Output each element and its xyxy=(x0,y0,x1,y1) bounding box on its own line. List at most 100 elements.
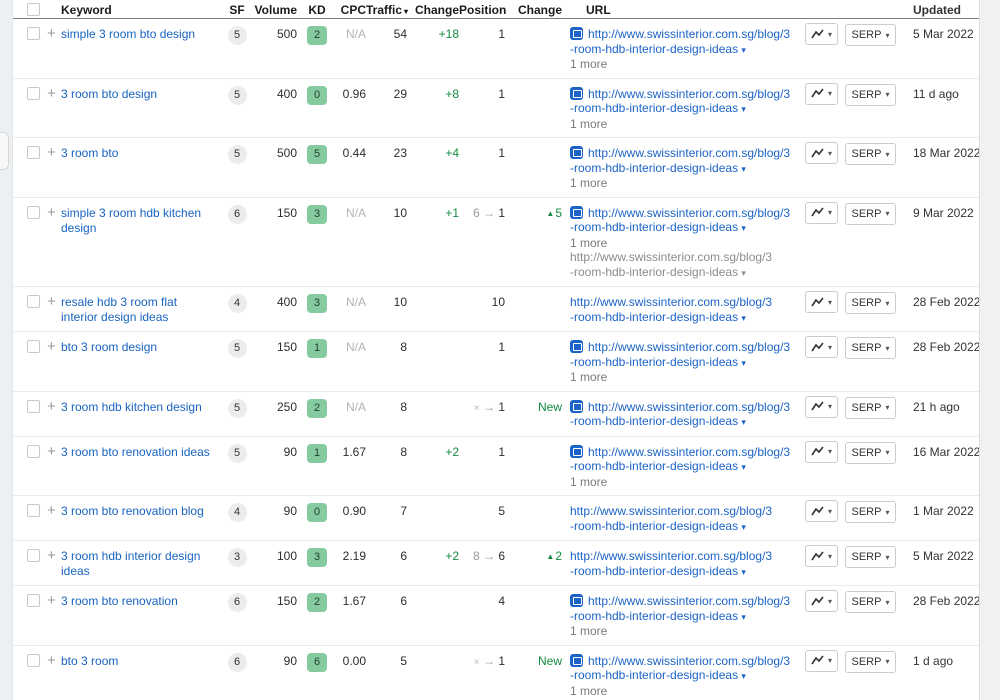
add-keyword-icon[interactable]: + xyxy=(47,293,56,310)
keyword-link[interactable]: 3 room bto renovation ideas xyxy=(61,444,210,459)
url-link[interactable]: http://www.swissinterior.com.sg/blog/3 -r… xyxy=(570,86,791,116)
row-checkbox[interactable] xyxy=(27,594,40,607)
row-checkbox[interactable] xyxy=(27,340,40,353)
url-dropdown-icon[interactable]: ▾ xyxy=(741,357,746,368)
add-keyword-icon[interactable]: + xyxy=(47,144,56,161)
url-dropdown-icon[interactable]: ▾ xyxy=(741,104,746,114)
row-checkbox[interactable] xyxy=(27,86,40,100)
more-urls-link[interactable]: 1 more xyxy=(570,116,608,131)
serp-button[interactable]: SERP ▾ xyxy=(845,83,896,106)
position-history-chart-button[interactable]: ▾ xyxy=(805,82,838,105)
row-checkbox[interactable] xyxy=(27,653,40,667)
url-dropdown-icon[interactable]: ▾ xyxy=(741,611,746,622)
url-link[interactable]: http://www.swissinterior.com.sg/blog/3 -r… xyxy=(570,295,773,324)
url-link[interactable]: http://www.swissinterior.com.sg/blog/3 -r… xyxy=(570,146,791,175)
url-link[interactable]: http://www.swissinterior.com.sg/blog/3 -r… xyxy=(570,340,791,369)
url-link[interactable]: http://www.swissinterior.com.sg/blog/3 -r… xyxy=(570,549,773,578)
serp-button[interactable]: SERP ▾ xyxy=(845,501,896,523)
add-keyword-icon[interactable]: + xyxy=(47,397,56,415)
more-urls-link[interactable]: 1 more xyxy=(570,624,608,638)
keyword-link[interactable]: bto 3 room xyxy=(61,653,119,668)
position-history-chart-button[interactable]: ▾ xyxy=(805,23,838,45)
url-link[interactable]: http://www.swissinterior.com.sg/blog/3 -r… xyxy=(570,205,791,235)
add-keyword-icon[interactable]: + xyxy=(47,592,56,609)
add-keyword-icon[interactable]: + xyxy=(47,84,56,102)
row-checkbox[interactable] xyxy=(27,399,40,413)
position-history-chart-button[interactable]: ▾ xyxy=(805,291,838,313)
row-checkbox[interactable] xyxy=(27,27,40,40)
serp-button[interactable]: SERP ▾ xyxy=(845,337,896,359)
serp-button[interactable]: SERP ▾ xyxy=(845,292,896,314)
row-checkbox[interactable] xyxy=(27,146,40,159)
url-dropdown-icon[interactable]: ▾ xyxy=(741,671,746,681)
url-dropdown-icon[interactable]: ▾ xyxy=(741,44,746,55)
row-checkbox[interactable] xyxy=(27,205,40,219)
position-history-chart-button[interactable]: ▾ xyxy=(805,649,838,672)
url-dropdown-icon[interactable]: ▾ xyxy=(741,163,746,174)
url-link[interactable]: http://www.swissinterior.com.sg/blog/3 -r… xyxy=(570,653,791,683)
row-checkbox[interactable] xyxy=(27,295,40,308)
panel-toggle-handle[interactable] xyxy=(0,132,9,170)
keyword-link[interactable]: 3 room hdb interior design ideas xyxy=(61,549,201,578)
column-header-updated[interactable]: Updated xyxy=(913,3,961,17)
url-link[interactable]: http://www.swissinterior.com.sg/blog/3 -r… xyxy=(570,444,791,474)
column-header-position[interactable]: Position xyxy=(459,3,507,17)
row-checkbox[interactable] xyxy=(27,504,40,517)
more-urls-link[interactable]: 1 more xyxy=(570,683,608,698)
url-dropdown-icon[interactable]: ▾ xyxy=(741,462,746,472)
position-history-chart-button[interactable]: ▾ xyxy=(805,336,838,358)
keyword-link[interactable]: 3 room bto renovation blog xyxy=(61,504,204,518)
keyword-link[interactable]: 3 room bto design xyxy=(61,86,158,101)
url-dropdown-icon[interactable]: ▾ xyxy=(741,312,746,323)
more-urls-link[interactable]: 1 more xyxy=(570,474,608,489)
more-urls-link[interactable]: 1 more xyxy=(570,57,608,71)
column-header-keyword[interactable]: Keyword xyxy=(61,3,112,17)
keyword-link[interactable]: simple 3 room hdb kitchen design xyxy=(61,205,202,235)
add-keyword-icon[interactable]: + xyxy=(47,651,56,669)
add-keyword-icon[interactable]: + xyxy=(47,502,56,519)
position-history-chart-button[interactable]: ▾ xyxy=(805,545,838,567)
add-keyword-icon[interactable]: + xyxy=(47,442,56,460)
add-keyword-icon[interactable]: + xyxy=(47,25,56,42)
column-header-position-change[interactable]: Change xyxy=(517,3,562,17)
keyword-link[interactable]: resale hdb 3 room flat interior design i… xyxy=(61,295,178,324)
column-header-kd[interactable]: KD xyxy=(308,3,326,17)
secondary-url[interactable]: http://www.swissinterior.com.sg/blog/3 -r… xyxy=(570,250,773,279)
position-history-chart-button[interactable]: ▾ xyxy=(805,201,838,224)
url-dropdown-icon[interactable]: ▾ xyxy=(741,417,746,427)
keyword-link[interactable]: 3 room bto xyxy=(61,146,119,160)
url-link[interactable]: http://www.swissinterior.com.sg/blog/3 -r… xyxy=(570,594,791,623)
column-header-traffic-change[interactable]: Change xyxy=(414,3,459,17)
row-checkbox[interactable] xyxy=(27,549,40,562)
add-keyword-icon[interactable]: + xyxy=(47,338,56,355)
serp-button[interactable]: SERP ▾ xyxy=(845,202,896,225)
vertical-scrollbar-track[interactable] xyxy=(979,0,1000,700)
url-link[interactable]: http://www.swissinterior.com.sg/blog/3 -r… xyxy=(570,399,791,429)
more-urls-link[interactable]: 1 more xyxy=(570,176,608,190)
keyword-link[interactable]: 3 room bto renovation xyxy=(61,594,178,608)
keyword-link[interactable]: 3 room hdb kitchen design xyxy=(61,399,202,414)
add-keyword-icon[interactable]: + xyxy=(47,547,56,564)
column-header-sf[interactable]: SF xyxy=(229,3,245,17)
serp-button[interactable]: SERP ▾ xyxy=(845,591,896,613)
select-all-checkbox[interactable] xyxy=(27,3,40,16)
serp-button[interactable]: SERP ▾ xyxy=(845,24,896,46)
url-dropdown-icon[interactable]: ▾ xyxy=(741,223,746,233)
position-history-chart-button[interactable]: ▾ xyxy=(805,142,838,164)
serp-button[interactable]: SERP ▾ xyxy=(845,650,896,673)
serp-button[interactable]: SERP ▾ xyxy=(845,143,896,165)
column-header-traffic[interactable]: Traffic ▾ xyxy=(366,3,409,17)
row-checkbox[interactable] xyxy=(27,444,40,458)
position-history-chart-button[interactable]: ▾ xyxy=(805,395,838,418)
position-history-chart-button[interactable]: ▾ xyxy=(805,500,838,522)
url-dropdown-icon[interactable]: ▾ xyxy=(741,267,746,278)
serp-button[interactable]: SERP ▾ xyxy=(845,546,896,568)
url-link[interactable]: http://www.swissinterior.com.sg/blog/3 -r… xyxy=(570,27,791,56)
more-urls-link[interactable]: 1 more xyxy=(570,235,608,250)
more-urls-link[interactable]: 1 more xyxy=(570,370,608,384)
serp-button[interactable]: SERP ▾ xyxy=(845,441,896,464)
column-header-volume[interactable]: Volume xyxy=(254,3,297,17)
position-history-chart-button[interactable]: ▾ xyxy=(805,440,838,463)
url-dropdown-icon[interactable]: ▾ xyxy=(741,521,746,532)
url-link[interactable]: http://www.swissinterior.com.sg/blog/3 -r… xyxy=(570,504,773,533)
